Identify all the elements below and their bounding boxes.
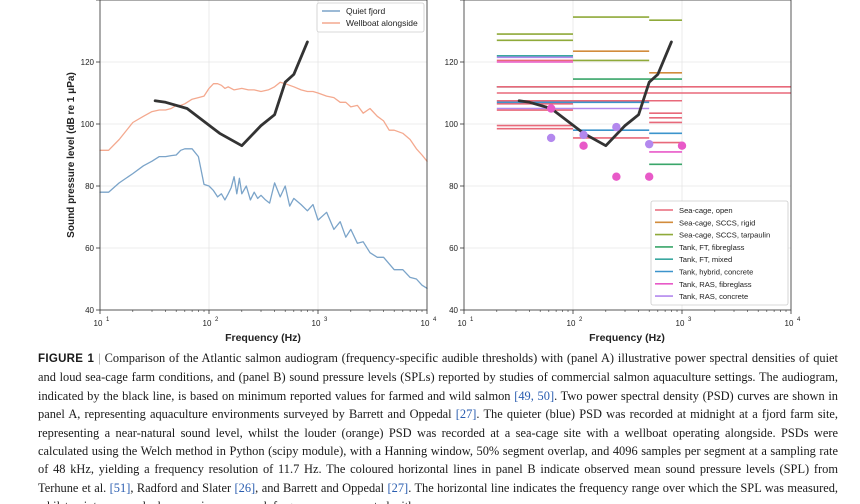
caption-ref-link[interactable]: [26] bbox=[234, 480, 256, 495]
panel-b-xlabel: Frequency (Hz) bbox=[589, 332, 665, 344]
caption-paragraph: FIGURE 1 | Comparison of the Atlantic salm… bbox=[38, 349, 838, 504]
panel-b-frame bbox=[463, 0, 792, 311]
panel-a-xtick-exponent: 3 bbox=[324, 317, 328, 323]
panel-a-xtick-exponent: 1 bbox=[106, 317, 110, 323]
panel-a-legend: Quiet fjord Wellboat alongside bbox=[316, 2, 425, 33]
panel-a-yticks: 40 60 80 100 120 bbox=[81, 0, 100, 315]
legend-label: Tank, RAS, fibreglass bbox=[679, 280, 752, 289]
panel-b-xtick-exponent: 4 bbox=[797, 317, 801, 323]
panel-a-ylabel: Sound pressure level (dB re 1 μPa) bbox=[66, 72, 77, 238]
quiet-fjord-line bbox=[99, 148, 428, 289]
spl-point bbox=[579, 130, 588, 140]
panel-b-ytick-label: 40 bbox=[449, 306, 458, 315]
legend-label-wellboat: Wellboat alongside bbox=[346, 18, 418, 28]
panel-a-xtick-label: 10 bbox=[203, 319, 212, 328]
spl-point bbox=[644, 139, 654, 149]
panel-b-legend-items: Sea-cage, open Sea-cage, SCCS, rigid Sea-c… bbox=[655, 206, 770, 301]
spl-point bbox=[579, 141, 588, 150]
audiogram-line bbox=[153, 40, 309, 148]
legend-label-quiet-fjord: Quiet fjord bbox=[346, 6, 385, 16]
spl-point bbox=[612, 122, 621, 132]
panel-a-ytick-label: 60 bbox=[85, 244, 94, 253]
legend-label: Sea-cage, SCCS, tarpaulin bbox=[679, 231, 770, 240]
panel-a-xtick-label: 10 bbox=[421, 319, 430, 328]
panel-b-xtick-label: 10 bbox=[676, 319, 685, 328]
panel-a-xticks: 10 1 10 2 10 3 10 4 bbox=[94, 310, 437, 328]
caption-text-2: . Two power spectral density (PSD) curve… bbox=[38, 388, 838, 422]
caption-figure-label: FIGURE 1 bbox=[38, 353, 95, 365]
legend-label: Sea-cage, SCCS, rigid bbox=[679, 218, 755, 227]
caption-ref-link[interactable]: [27] bbox=[455, 407, 477, 422]
caption-text-5: , and Barrett and Oppedal bbox=[255, 480, 388, 495]
panel-a-legend-box bbox=[316, 2, 425, 33]
panel-a-xtick-exponent: 2 bbox=[215, 317, 219, 323]
panel-a-ytick-label: 120 bbox=[81, 58, 95, 67]
spl-point bbox=[546, 133, 556, 143]
panel-b-segments bbox=[496, 16, 791, 166]
caption-text-4: , Radford and Slater bbox=[130, 480, 235, 495]
panel-a-xlabel: Frequency (Hz) bbox=[225, 332, 301, 344]
wellboat-line bbox=[99, 81, 428, 162]
panel-b-xticks: 10 1 10 2 10 3 10 4 bbox=[458, 310, 801, 328]
legend-label: Tank, FT, fibreglass bbox=[679, 243, 745, 252]
panel-b-xtick-label: 10 bbox=[785, 319, 794, 328]
spl-point bbox=[546, 104, 556, 113]
panel-a-ytick-label: 80 bbox=[85, 182, 94, 191]
panel-b-xtick-exponent: 2 bbox=[579, 317, 583, 323]
panel-b-ytick-label: 100 bbox=[445, 120, 459, 129]
legend-label: Sea-cage, open bbox=[679, 206, 733, 215]
caption-text-3: . The quieter (blue) PSD was recorded at… bbox=[38, 407, 838, 495]
panel-a-xtick-exponent: 4 bbox=[433, 317, 437, 323]
panel-b-xtick-exponent: 3 bbox=[688, 317, 692, 323]
caption-ref-link[interactable]: [27] bbox=[387, 480, 409, 495]
spl-point bbox=[644, 172, 654, 181]
panel-a-frame bbox=[99, 0, 428, 311]
panel-a-ytick-label: 40 bbox=[85, 306, 94, 315]
caption-text-1: Comparison of the Atlantic salmon audiog… bbox=[38, 351, 838, 403]
panel-b-points bbox=[546, 104, 687, 181]
panel-b-legend-box bbox=[650, 200, 789, 306]
caption-ref-link[interactable]: [49, 50] bbox=[514, 388, 555, 403]
panel-a-grid bbox=[99, 0, 428, 311]
panel-a-xtick-label: 10 bbox=[312, 319, 321, 328]
caption-text-6: . The horizontal line indicates the freq… bbox=[38, 480, 838, 504]
panel-b-ytick-label: 120 bbox=[445, 58, 459, 67]
panel-a-series bbox=[99, 40, 428, 289]
legend-label: Tank, RAS, concrete bbox=[679, 292, 748, 301]
panel-a-xtick-label: 10 bbox=[94, 319, 103, 328]
figure-caption: FIGURE 1 | Comparison of the Atlantic salm… bbox=[38, 349, 838, 504]
spl-point bbox=[612, 172, 621, 181]
spl-point bbox=[677, 141, 687, 150]
panel-b-xtick-exponent: 1 bbox=[470, 317, 474, 323]
panel-b-xtick-label: 10 bbox=[567, 319, 576, 328]
panel-b-yticks: 40 60 80 100 120 bbox=[445, 0, 464, 315]
caption-separator: | bbox=[98, 351, 101, 365]
audiogram-line bbox=[517, 40, 673, 148]
panel-a-ytick-label: 100 bbox=[81, 120, 95, 129]
panel-b-xtick-label: 10 bbox=[458, 319, 467, 328]
legend-label: Tank, FT, mixed bbox=[679, 255, 732, 264]
legend-label: Tank, hybrid, concrete bbox=[679, 268, 753, 277]
panel-b-ytick-label: 80 bbox=[449, 182, 458, 191]
panel-b-audiogram bbox=[517, 40, 673, 148]
panel-b-legend: Sea-cage, open Sea-cage, SCCS, rigid Sea-c… bbox=[650, 200, 789, 306]
panel-b-ytick-label: 60 bbox=[449, 244, 458, 253]
caption-ref-link[interactable]: [51] bbox=[109, 480, 131, 495]
